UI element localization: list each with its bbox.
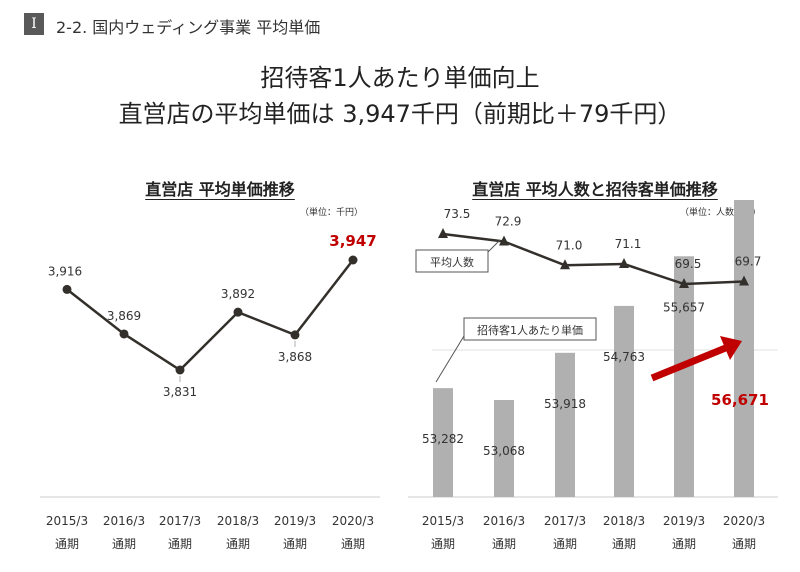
legend-leader-avg-people [487, 239, 501, 253]
right-line-label: 73.5 [444, 207, 471, 221]
right-tick-label: 2019/3 [663, 514, 705, 528]
left-tick-label: 2015/3 [46, 514, 88, 528]
right-tick-label: 2018/3 [603, 514, 645, 528]
right-line-label: 71.0 [556, 238, 583, 252]
left-tick-label: 2016/3 [103, 514, 145, 528]
left-tick-label: 2020/3 [332, 514, 374, 528]
legend-label-per-guest: 招待客1人あたり単価 [477, 323, 583, 337]
right-bar-label: 53,282 [422, 432, 464, 446]
left-tick-label: 通期 [112, 537, 136, 551]
left-point [290, 330, 300, 340]
right-bar [555, 352, 575, 497]
right-line-marker [499, 235, 509, 246]
right-line-label: 69.7 [735, 255, 762, 269]
section-badge: Ⅰ [24, 13, 44, 35]
left-point [233, 307, 243, 317]
left-data-label: 3,831 [163, 385, 197, 399]
left-point [175, 365, 185, 375]
left-tick-label: 2018/3 [217, 514, 259, 528]
right-bar [433, 388, 453, 497]
headline-line2: 直営店の平均単価は 3,947千円（前期比＋79千円） [118, 100, 682, 128]
legend-box-avg-people [415, 249, 489, 273]
left-tick-label: 通期 [283, 537, 307, 551]
right-bar [494, 400, 514, 497]
right-bar-label: 53,068 [483, 444, 525, 458]
left-data-label: 3,869 [107, 309, 141, 323]
legend-leader-per-guest [435, 335, 465, 383]
right-line-marker [619, 258, 629, 268]
right-tick-label: 2020/3 [723, 514, 765, 528]
right-bar-label-highlight: 56,671 [711, 391, 769, 409]
left-data-label: 3,892 [221, 287, 255, 301]
right-tick-label: 2017/3 [544, 514, 586, 528]
right-tick-label: 通期 [431, 537, 455, 551]
right-tick-label: 2015/3 [422, 514, 464, 528]
right-bar-label: 54,763 [603, 350, 645, 364]
growth-arrow-shaft [650, 343, 730, 382]
left-tick-label: 2019/3 [274, 514, 316, 528]
right-line-marker [560, 259, 570, 270]
right-chart-unit: （単位：人数、円） [680, 208, 762, 218]
section-title: 2-2. 国内ウェディング事業 平均単価 [56, 18, 321, 37]
right-bar-label: 55,657 [663, 300, 705, 314]
legend-box-per-guest [463, 317, 597, 341]
left-tick-label: 2017/3 [159, 514, 201, 528]
left-tick-label: 通期 [341, 537, 365, 551]
left-tick-label: 通期 [55, 537, 79, 551]
left-chart-unit: （単位：千円） [300, 208, 364, 218]
right-bar [674, 256, 694, 497]
legend-label-avg-people: 平均人数 [430, 256, 474, 269]
right-bar [614, 305, 634, 497]
right-series-line [442, 232, 745, 286]
right-tick-label: 通期 [492, 537, 516, 551]
left-point [348, 255, 358, 265]
right-line-marker [679, 278, 689, 288]
left-series-line [66, 259, 354, 372]
right-line-marker [739, 275, 749, 286]
right-bar [734, 200, 754, 497]
left-tick-label: 通期 [168, 537, 192, 551]
right-tick-label: 通期 [553, 537, 577, 551]
growth-arrow-head [720, 336, 742, 360]
left-data-label: 3,868 [278, 350, 312, 364]
left-point [119, 329, 129, 339]
right-bar-label: 53,918 [544, 397, 586, 411]
left-chart-title: 直営店 平均単価推移 [145, 180, 295, 199]
left-point [62, 284, 72, 294]
left-data-label: 3,947 [329, 232, 376, 250]
right-tick-label: 通期 [732, 537, 756, 551]
right-tick-label: 2016/3 [483, 514, 525, 528]
right-line-label: 71.1 [615, 237, 642, 251]
right-tick-label: 通期 [612, 537, 636, 551]
right-line-marker [438, 228, 448, 238]
right-line-label: 72.9 [495, 215, 522, 229]
right-tick-label: 通期 [672, 537, 696, 551]
left-tick-label: 通期 [226, 537, 250, 551]
left-data-label: 3,916 [48, 264, 82, 278]
right-line-label: 69.5 [675, 257, 702, 271]
right-chart-title: 直営店 平均人数と招待客単価推移 [472, 180, 718, 199]
headline-line1: 招待客1人あたり単価向上 [260, 64, 540, 92]
